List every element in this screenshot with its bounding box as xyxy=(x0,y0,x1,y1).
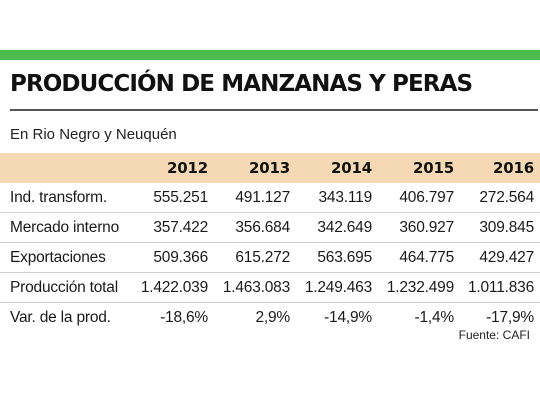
table-cell: 1.011.836 xyxy=(467,278,534,296)
row-label: Exportaciones xyxy=(10,248,106,266)
green-accent-bar xyxy=(0,50,540,60)
table-cell: 429.427 xyxy=(479,248,534,266)
title-divider xyxy=(10,109,538,111)
table-row: Exportaciones 509.366 615.272 563.695 46… xyxy=(0,243,540,273)
row-label: Producción total xyxy=(10,278,118,296)
table-cell: 360.927 xyxy=(399,218,454,236)
table-header-row: 2012 2013 2014 2015 2016 xyxy=(0,153,540,183)
table-cell: 555.251 xyxy=(153,188,208,206)
table-cell: -1,4% xyxy=(414,308,455,326)
table-cell: 1.422.039 xyxy=(140,278,208,296)
table-cell: 406.797 xyxy=(399,188,454,206)
table-row: Producción total 1.422.039 1.463.083 1.2… xyxy=(0,273,540,303)
table-cell: 272.564 xyxy=(479,188,534,206)
row-label: Var. de la prod. xyxy=(10,308,111,326)
table-row: Ind. transform. 555.251 491.127 343.119 … xyxy=(0,183,540,213)
table-cell: 1.232.499 xyxy=(386,278,454,296)
header-cell-label xyxy=(10,153,140,183)
table-cell: -17,9% xyxy=(486,308,534,326)
table-cell: 2,9% xyxy=(255,308,290,326)
table-cell: 509.366 xyxy=(153,248,208,266)
header-cell-year: 2016 xyxy=(493,159,534,177)
header-cell-year: 2014 xyxy=(331,159,372,177)
row-label: Ind. transform. xyxy=(10,188,107,206)
production-table: 2012 2013 2014 2015 2016 Ind. transform.… xyxy=(0,153,540,332)
header-cell-year: 2012 xyxy=(167,159,208,177)
table-cell: 342.649 xyxy=(317,218,372,236)
table-cell: 1.249.463 xyxy=(304,278,372,296)
table-cell: 563.695 xyxy=(317,248,372,266)
subtitle: En Rio Negro y Neuquén xyxy=(10,126,177,143)
row-label: Mercado interno xyxy=(10,218,120,236)
table-cell: 343.119 xyxy=(318,188,373,206)
header-cell-year: 2013 xyxy=(249,159,290,177)
table-cell: 1.463.083 xyxy=(222,278,290,296)
table-row: Mercado interno 357.422 356.684 342.649 … xyxy=(0,213,540,243)
table-cell: -14,9% xyxy=(324,308,372,326)
table-cell: 464.775 xyxy=(399,248,454,266)
table-cell: 356.684 xyxy=(235,218,290,236)
table-cell: 309.845 xyxy=(479,218,534,236)
table-cell: 615.272 xyxy=(235,248,290,266)
page-title: PRODUCCIÓN DE MANZANAS Y PERAS xyxy=(10,71,473,97)
header-cell-year: 2015 xyxy=(413,159,454,177)
table-row: Var. de la prod. -18,6% 2,9% -14,9% -1,4… xyxy=(0,303,540,332)
table-cell: -18,6% xyxy=(160,308,208,326)
table-cell: 491.127 xyxy=(235,188,290,206)
table-cell: 357.422 xyxy=(153,218,208,236)
source-credit: Fuente: CAFI xyxy=(458,328,530,342)
